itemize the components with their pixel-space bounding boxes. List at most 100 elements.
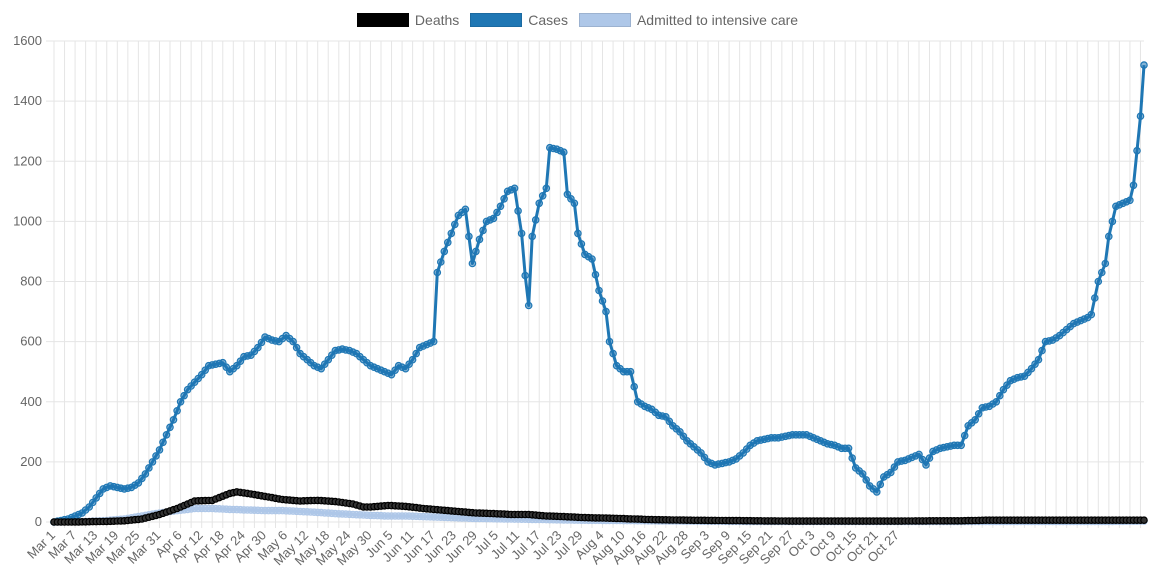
data-point <box>957 441 966 450</box>
legend-item[interactable]: Admitted to intensive care <box>578 12 798 28</box>
data-point <box>510 184 519 193</box>
legend-label: Cases <box>528 12 568 28</box>
data-point <box>538 192 547 200</box>
data-point <box>475 235 484 244</box>
data-point <box>254 343 262 352</box>
data-point <box>1136 112 1145 121</box>
data-point <box>1140 61 1148 69</box>
data-point <box>176 397 185 406</box>
data-point <box>450 220 459 229</box>
data-point <box>915 450 923 459</box>
data-point <box>436 258 445 266</box>
y-tick-label: 1600 <box>13 33 42 48</box>
data-point <box>155 446 164 454</box>
data-point <box>1108 217 1117 226</box>
legend-item[interactable]: Deaths <box>356 12 460 28</box>
data-point <box>162 430 171 439</box>
data-point <box>1098 268 1106 277</box>
data-point <box>461 205 470 214</box>
data-point <box>1038 346 1046 355</box>
legend-swatch <box>470 13 523 27</box>
data-point <box>577 240 586 248</box>
data-point <box>886 468 895 477</box>
data-point <box>180 391 188 400</box>
series-cases <box>50 61 1148 526</box>
data-point <box>289 337 297 346</box>
data-point <box>148 458 157 466</box>
data-point <box>848 454 857 462</box>
data-point <box>1034 355 1043 364</box>
data-point <box>1105 232 1113 241</box>
data-point <box>489 214 498 223</box>
data-point <box>412 349 421 358</box>
data-point <box>524 301 533 310</box>
data-point <box>542 184 551 193</box>
data-point <box>447 229 456 238</box>
data-point <box>995 391 1004 400</box>
data-point <box>517 229 526 238</box>
data-point <box>630 382 639 391</box>
data-point <box>531 216 540 224</box>
data-point <box>1126 196 1134 205</box>
data-point <box>626 367 635 376</box>
legend-swatch <box>356 13 409 27</box>
data-point <box>890 463 899 471</box>
data-point <box>595 286 603 295</box>
data-point <box>166 423 174 432</box>
data-point <box>141 470 150 478</box>
legend-item[interactable]: Cases <box>470 12 568 28</box>
data-point <box>145 464 153 472</box>
data-point <box>408 355 417 364</box>
data-point <box>433 268 442 277</box>
data-point <box>514 207 522 215</box>
y-tick-label: 600 <box>20 334 42 349</box>
data-point <box>496 202 505 211</box>
data-point <box>872 488 881 496</box>
data-point <box>173 406 181 415</box>
data-point <box>974 409 983 418</box>
data-point <box>535 199 544 208</box>
data-point <box>440 247 449 256</box>
data-point <box>257 338 266 347</box>
data-point <box>971 415 980 424</box>
data-point <box>1133 146 1141 155</box>
data-point <box>528 232 537 241</box>
y-tick-label: 800 <box>20 274 42 289</box>
data-point <box>960 431 969 440</box>
data-point <box>598 297 607 305</box>
data-point <box>465 232 473 241</box>
data-point <box>443 238 452 247</box>
grid <box>46 40 1144 528</box>
data-point <box>591 270 600 279</box>
data-point <box>574 229 582 238</box>
data-point <box>493 208 501 217</box>
y-tick-label: 1200 <box>13 153 42 168</box>
data-point <box>429 337 438 346</box>
data-point <box>500 195 508 203</box>
y-tick-label: 0 <box>35 514 42 529</box>
y-tick-label: 1400 <box>13 93 42 108</box>
data-point <box>1101 259 1110 268</box>
data-point <box>1094 277 1103 286</box>
legend-label: Deaths <box>414 12 460 28</box>
y-tick-label: 400 <box>20 394 42 409</box>
data-point <box>152 452 160 460</box>
y-tick-label: 200 <box>20 454 42 469</box>
data-point <box>292 343 301 352</box>
data-point <box>159 438 167 447</box>
data-point <box>1087 310 1096 319</box>
data-point <box>468 259 477 268</box>
data-point <box>570 199 579 208</box>
data-point <box>169 415 178 424</box>
data-point <box>858 470 867 478</box>
y-tick-label: 1000 <box>13 213 42 228</box>
data-point <box>992 397 1001 406</box>
legend-swatch <box>578 13 631 27</box>
data-point <box>1091 294 1099 302</box>
data-point <box>609 349 617 358</box>
data-point <box>1129 181 1138 190</box>
data-point <box>479 226 487 235</box>
data-point <box>925 454 934 462</box>
data-point <box>605 337 614 346</box>
data-point <box>876 480 885 489</box>
